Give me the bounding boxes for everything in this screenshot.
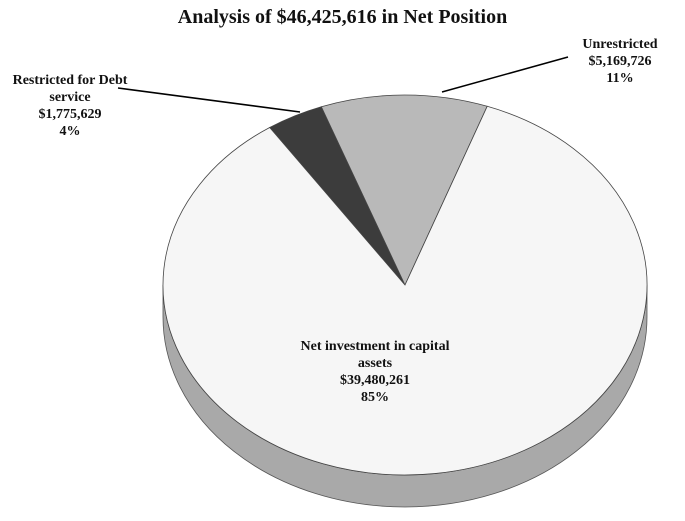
chart-title: Analysis of $46,425,616 in Net Position <box>177 6 508 28</box>
leader-line <box>117 87 301 113</box>
value-label: $39,480,261 <box>340 373 410 388</box>
percent-label: 4% <box>59 124 81 139</box>
slice <box>320 94 488 286</box>
slice <box>162 105 648 476</box>
leader-line <box>441 56 569 93</box>
category-label: Restricted for Debt service <box>12 73 128 105</box>
slice-label: Net investment in capital assets $39,480,… <box>290 338 460 406</box>
category-label: Unrestricted <box>582 37 658 52</box>
value-label: $1,775,629 <box>38 107 102 122</box>
slice-label: Unrestricted $5,169,726 11% <box>560 36 680 87</box>
slice-label: Restricted for Debt service $1,775,629 4% <box>0 72 140 140</box>
percent-label: 11% <box>606 71 634 86</box>
percent-label: 85% <box>361 390 389 405</box>
category-label: Net investment in capital assets <box>300 339 450 371</box>
value-label: $5,169,726 <box>588 54 652 69</box>
